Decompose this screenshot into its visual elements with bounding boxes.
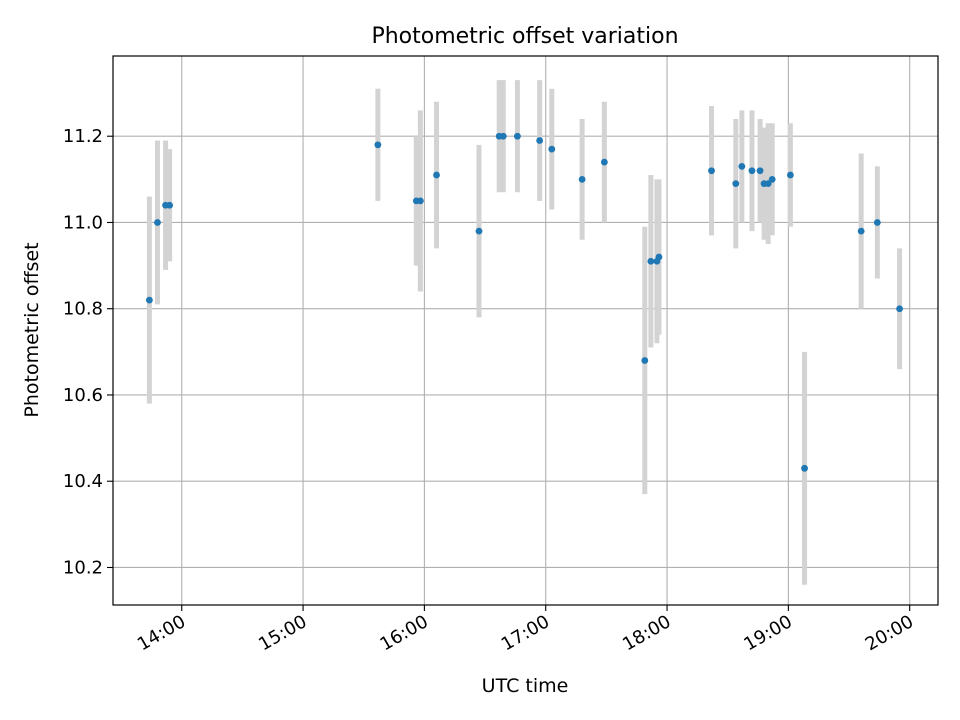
data-point	[896, 305, 903, 313]
data-point	[873, 219, 881, 226]
data-point	[374, 141, 382, 149]
data-point	[578, 175, 586, 183]
x-axis-label: UTC time	[482, 675, 569, 697]
data-point	[647, 257, 655, 265]
data-point	[768, 175, 776, 183]
data-point	[801, 464, 808, 472]
y-tick-label: 10.4	[63, 471, 103, 492]
y-tick-label: 10.2	[63, 557, 103, 578]
data-point	[548, 145, 556, 153]
data-point	[708, 167, 715, 175]
data-point	[154, 219, 161, 226]
data-point	[499, 132, 507, 140]
data-point	[738, 163, 746, 170]
data-point	[145, 296, 153, 304]
y-tick-label: 11.2	[63, 126, 103, 147]
data-point	[433, 171, 440, 179]
plot-frame	[112, 55, 939, 606]
data-point	[756, 167, 764, 175]
y-axis-ticks: 10.2 10.4 10.6 10.8 11.0 11.2	[63, 126, 113, 578]
data-point	[655, 253, 663, 261]
y-tick-label: 11.0	[63, 212, 103, 233]
data-point	[600, 158, 608, 166]
data-point	[514, 132, 521, 140]
data-point	[748, 167, 756, 175]
data-points	[145, 132, 903, 472]
data-point	[416, 197, 424, 205]
chart-title: Photometric offset variation	[371, 24, 678, 49]
y-tick-label: 10.8	[63, 299, 103, 320]
data-point	[764, 180, 772, 188]
data-point	[536, 137, 544, 144]
data-point	[857, 227, 865, 235]
data-point	[166, 201, 174, 209]
y-axis-label: Photometric offset	[21, 242, 43, 417]
data-point	[786, 171, 794, 179]
data-point	[641, 357, 649, 364]
data-point	[732, 180, 740, 188]
data-point	[475, 227, 483, 235]
y-tick-label: 10.6	[63, 385, 103, 406]
